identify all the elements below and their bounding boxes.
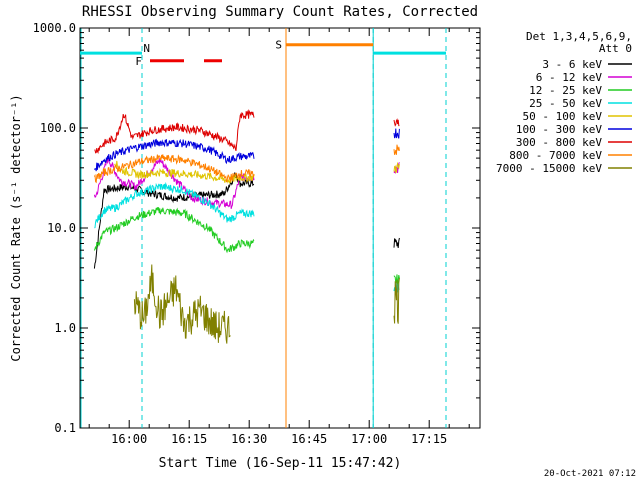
legend-label: 25 - 50 keV <box>529 97 602 110</box>
x-tick-label: 16:45 <box>291 432 327 446</box>
series-line <box>93 207 255 254</box>
legend-header: Att 0 <box>599 42 632 55</box>
series-3-6-kev <box>93 172 400 269</box>
series-100-300-kev <box>93 128 400 172</box>
series-7000-15000-kev <box>133 264 400 344</box>
series-line-late <box>393 274 400 287</box>
legend-label: 7000 - 15000 keV <box>496 162 602 175</box>
y-tick-label: 1.0 <box>54 321 76 335</box>
time-markers <box>80 28 447 428</box>
x-axis-label: Start Time (16-Sep-11 15:47:42) <box>159 456 402 471</box>
y-tick-label: 100.0 <box>40 121 76 135</box>
legend-header: Det 1,3,4,5,6,9, <box>526 30 632 43</box>
series-layer <box>93 109 400 344</box>
axes: 1000.0 100.0 10.0 1.0 0.1 16:00 16:15 16:30 16:4… <box>33 21 480 446</box>
plot-border <box>79 27 481 429</box>
flag-label-N: N <box>143 42 150 55</box>
series-line <box>93 172 255 269</box>
series-line-late <box>393 128 400 139</box>
legend-label: 800 - 7000 keV <box>509 149 602 162</box>
flag-bars: NF S <box>80 39 446 68</box>
series-line-late <box>393 277 400 324</box>
series-line-late <box>393 144 400 155</box>
series-line <box>93 154 255 184</box>
y-tick-label: 10.0 <box>47 221 76 235</box>
legend-label: 6 - 12 keV <box>536 71 603 84</box>
series-300-800-kev <box>94 109 400 154</box>
series-line-late <box>393 237 400 248</box>
chart-title: RHESSI Observing Summary Count Rates, Co… <box>82 4 478 20</box>
flag-label-F: F <box>135 55 142 68</box>
series-line-late <box>393 118 400 127</box>
timestamp: 20-Oct-2021 07:12 <box>544 469 636 479</box>
plot-frame <box>79 27 481 429</box>
legend-label: 300 - 800 keV <box>516 136 602 149</box>
series-line <box>94 181 255 229</box>
x-tick-label: 17:00 <box>351 432 387 446</box>
y-tick-label: 1000.0 <box>33 21 76 35</box>
y-axis-label: Corrected Count Rate (s⁻¹ detector⁻¹) <box>9 94 23 361</box>
legend-label: 12 - 25 keV <box>529 84 602 97</box>
y-tick-label: 0.1 <box>54 421 76 435</box>
series-line <box>93 155 255 209</box>
x-tick-label: 16:30 <box>231 432 267 446</box>
x-tick-label: 17:15 <box>411 432 447 446</box>
series-line <box>93 138 255 172</box>
series-line <box>133 264 231 344</box>
legend-label: 50 - 100 keV <box>523 110 603 123</box>
legend-label: 3 - 6 keV <box>542 58 602 71</box>
series-50-100-kev <box>114 160 400 185</box>
legend-label: 100 - 300 keV <box>516 123 602 136</box>
series-line <box>94 109 255 154</box>
x-tick-label: 16:15 <box>171 432 207 446</box>
flag-label-S: S <box>275 39 282 52</box>
series-25-50-kev <box>94 181 400 294</box>
series-800-7000-kev <box>93 144 400 184</box>
x-tick-label: 16:00 <box>111 432 147 446</box>
series-line-late <box>393 161 400 174</box>
series-12-25-kev <box>93 207 400 287</box>
series-line <box>114 160 255 185</box>
